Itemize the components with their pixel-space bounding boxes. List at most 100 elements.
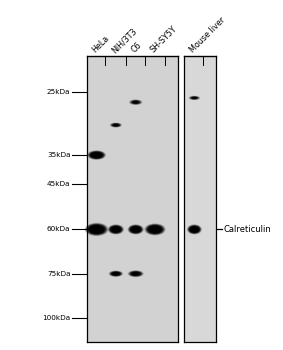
Ellipse shape — [188, 96, 200, 100]
Ellipse shape — [129, 100, 142, 105]
Ellipse shape — [114, 124, 118, 126]
Ellipse shape — [87, 224, 106, 235]
Ellipse shape — [134, 273, 138, 275]
Ellipse shape — [91, 153, 102, 158]
Ellipse shape — [148, 225, 162, 233]
Ellipse shape — [194, 229, 195, 230]
Ellipse shape — [191, 97, 198, 99]
Ellipse shape — [88, 225, 105, 234]
Ellipse shape — [112, 124, 120, 127]
Ellipse shape — [135, 102, 136, 103]
Ellipse shape — [111, 271, 121, 276]
Ellipse shape — [128, 270, 144, 277]
Ellipse shape — [189, 226, 200, 233]
Ellipse shape — [130, 272, 141, 276]
Ellipse shape — [95, 229, 98, 230]
Ellipse shape — [192, 228, 197, 231]
Ellipse shape — [111, 123, 121, 127]
Ellipse shape — [129, 225, 142, 233]
Text: 60kDa: 60kDa — [47, 226, 70, 232]
Ellipse shape — [190, 97, 198, 99]
Text: 45kDa: 45kDa — [47, 181, 70, 187]
Ellipse shape — [132, 272, 140, 275]
Ellipse shape — [113, 124, 119, 126]
Ellipse shape — [130, 226, 142, 233]
Ellipse shape — [91, 152, 103, 158]
Ellipse shape — [115, 125, 117, 126]
Text: SH-SY5Y: SH-SY5Y — [149, 25, 179, 55]
Ellipse shape — [189, 96, 199, 100]
Ellipse shape — [85, 223, 109, 236]
Ellipse shape — [109, 271, 123, 277]
Ellipse shape — [113, 124, 118, 126]
Ellipse shape — [112, 227, 120, 232]
Text: 25kDa: 25kDa — [47, 89, 70, 95]
Ellipse shape — [112, 227, 120, 232]
Ellipse shape — [145, 224, 165, 235]
Ellipse shape — [88, 151, 105, 160]
Ellipse shape — [154, 229, 156, 230]
Ellipse shape — [115, 229, 117, 230]
Ellipse shape — [90, 152, 104, 159]
Ellipse shape — [147, 225, 163, 234]
Text: Calreticulin: Calreticulin — [224, 225, 272, 234]
Ellipse shape — [129, 271, 142, 277]
Ellipse shape — [111, 272, 121, 276]
Ellipse shape — [93, 228, 100, 231]
Ellipse shape — [190, 226, 199, 233]
Text: 100kDa: 100kDa — [42, 315, 70, 321]
Text: Mouse liver: Mouse liver — [188, 16, 227, 55]
Ellipse shape — [114, 228, 118, 231]
Ellipse shape — [134, 228, 138, 231]
Ellipse shape — [128, 224, 144, 234]
Ellipse shape — [135, 273, 136, 274]
Ellipse shape — [193, 229, 196, 230]
Ellipse shape — [86, 223, 108, 236]
Ellipse shape — [134, 102, 138, 103]
Ellipse shape — [191, 227, 198, 232]
Ellipse shape — [188, 225, 201, 234]
Ellipse shape — [89, 225, 104, 234]
Ellipse shape — [146, 224, 164, 234]
Ellipse shape — [112, 124, 119, 126]
Ellipse shape — [113, 228, 119, 231]
Ellipse shape — [91, 226, 102, 232]
Ellipse shape — [134, 273, 137, 274]
Ellipse shape — [134, 229, 137, 230]
Ellipse shape — [130, 100, 142, 105]
Ellipse shape — [110, 271, 122, 276]
Ellipse shape — [110, 122, 122, 128]
Ellipse shape — [152, 228, 158, 231]
Ellipse shape — [131, 100, 141, 104]
Ellipse shape — [190, 96, 199, 99]
Ellipse shape — [93, 153, 100, 157]
Ellipse shape — [134, 102, 137, 103]
Ellipse shape — [90, 226, 103, 233]
Ellipse shape — [132, 227, 140, 232]
Ellipse shape — [128, 271, 143, 277]
Ellipse shape — [111, 226, 121, 233]
Ellipse shape — [94, 154, 99, 156]
Ellipse shape — [113, 272, 119, 275]
Ellipse shape — [187, 224, 202, 234]
Ellipse shape — [135, 229, 136, 230]
Ellipse shape — [130, 226, 141, 233]
Ellipse shape — [151, 227, 159, 232]
Ellipse shape — [128, 225, 143, 234]
Ellipse shape — [108, 225, 123, 234]
Ellipse shape — [115, 273, 117, 274]
Ellipse shape — [133, 272, 139, 275]
Ellipse shape — [131, 272, 140, 276]
Ellipse shape — [150, 227, 160, 232]
Ellipse shape — [132, 101, 140, 104]
Ellipse shape — [133, 228, 139, 231]
Ellipse shape — [108, 224, 124, 234]
Ellipse shape — [130, 271, 142, 276]
Ellipse shape — [111, 123, 121, 127]
Ellipse shape — [114, 229, 117, 230]
Ellipse shape — [109, 225, 123, 233]
Text: C6: C6 — [129, 41, 143, 55]
Ellipse shape — [192, 97, 197, 99]
Ellipse shape — [114, 273, 118, 275]
Text: 75kDa: 75kDa — [47, 271, 70, 277]
